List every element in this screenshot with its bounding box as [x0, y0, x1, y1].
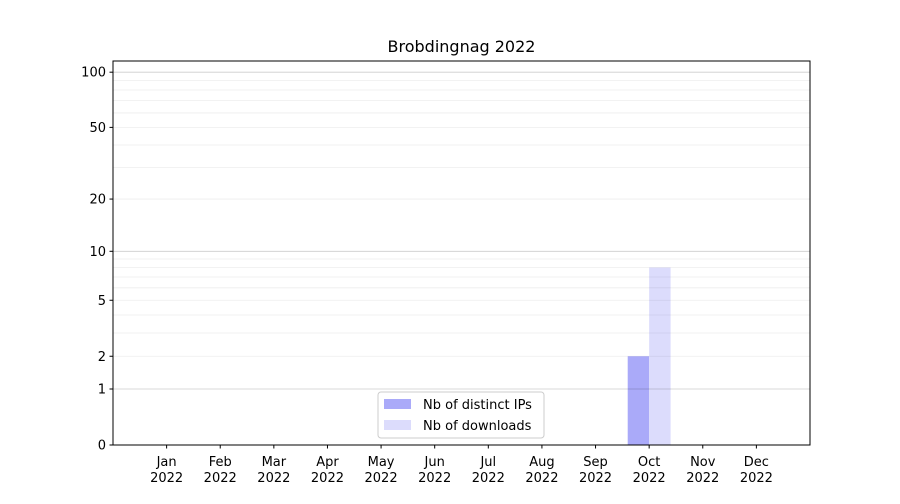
y-tick-label: 0 — [98, 439, 106, 454]
bar — [649, 267, 671, 445]
x-tick-label-line: 2022 — [472, 471, 505, 486]
x-tick-label-line: Nov — [690, 455, 716, 470]
x-tick-label-line: Feb — [209, 455, 232, 470]
x-tick-label: Feb 2022 — [204, 455, 237, 486]
y-tick-label: 20 — [89, 193, 106, 208]
x-tick-label-line: Jan — [156, 455, 177, 470]
legend: Nb of distinct IPs Nb of downloads — [377, 391, 545, 439]
x-tick-label: Dec 2022 — [740, 455, 773, 486]
x-tick-label: Jan 2022 — [150, 455, 183, 486]
x-tick-label-line: 2022 — [150, 471, 183, 486]
x-tick-label-line: 2022 — [633, 471, 666, 486]
x-tick-label: Sep 2022 — [579, 455, 612, 486]
x-tick-label-line: May — [368, 455, 395, 470]
y-tick-label: 2 — [98, 350, 106, 365]
x-tick-label: Aug 2022 — [525, 455, 558, 486]
plot-frame — [112, 60, 811, 446]
y-axis: 0 1 2 5 10 20 50 100 — [81, 66, 113, 454]
legend-label: Nb of downloads — [423, 419, 532, 434]
x-tick-label-line: 2022 — [418, 471, 451, 486]
legend-swatch — [384, 399, 411, 409]
x-tick-label-line: 2022 — [311, 471, 344, 486]
y-tick-label: 5 — [98, 294, 106, 309]
bar — [627, 356, 650, 445]
legend-label: Nb of distinct IPs — [423, 398, 532, 413]
x-tick-label: Jul 2022 — [472, 455, 505, 486]
y-tick-label: 100 — [81, 66, 106, 81]
x-tick-label-line: Jul — [479, 455, 496, 470]
legend-box — [377, 391, 545, 439]
x-tick-label-line: 2022 — [740, 471, 773, 486]
x-tick-label-line: Oct — [638, 455, 660, 470]
x-tick-label-line: Jun — [424, 455, 445, 470]
x-tick-label: Mar 2022 — [257, 455, 290, 486]
x-tick-label-line: 2022 — [257, 471, 290, 486]
x-tick-label: Apr 2022 — [311, 455, 344, 486]
x-tick-label: Oct 2022 — [633, 455, 666, 486]
x-tick-label: Nov 2022 — [686, 455, 719, 486]
x-tick-label-line: 2022 — [579, 471, 612, 486]
x-tick-label-line: Apr — [316, 455, 339, 470]
x-tick-label: May 2022 — [365, 455, 398, 486]
y-tick-label: 1 — [98, 383, 106, 398]
x-tick-label-line: Dec — [744, 455, 769, 470]
grid-overlay — [113, 71, 810, 390]
y-tick-label: 50 — [89, 121, 106, 136]
x-tick-label-line: Aug — [529, 455, 554, 470]
x-tick-label-line: 2022 — [686, 471, 719, 486]
bars — [627, 267, 671, 445]
x-tick-label-line: 2022 — [204, 471, 237, 486]
legend-swatch — [384, 420, 411, 430]
x-tick-label: Jun 2022 — [418, 455, 451, 486]
x-tick-label-line: 2022 — [365, 471, 398, 486]
x-tick-label-line: 2022 — [525, 471, 558, 486]
x-tick-label-line: Mar — [262, 455, 287, 470]
chart-title: Brobdingnag 2022 — [388, 37, 536, 56]
x-tick-label-line: Sep — [583, 455, 608, 470]
y-tick-label: 10 — [89, 245, 106, 260]
